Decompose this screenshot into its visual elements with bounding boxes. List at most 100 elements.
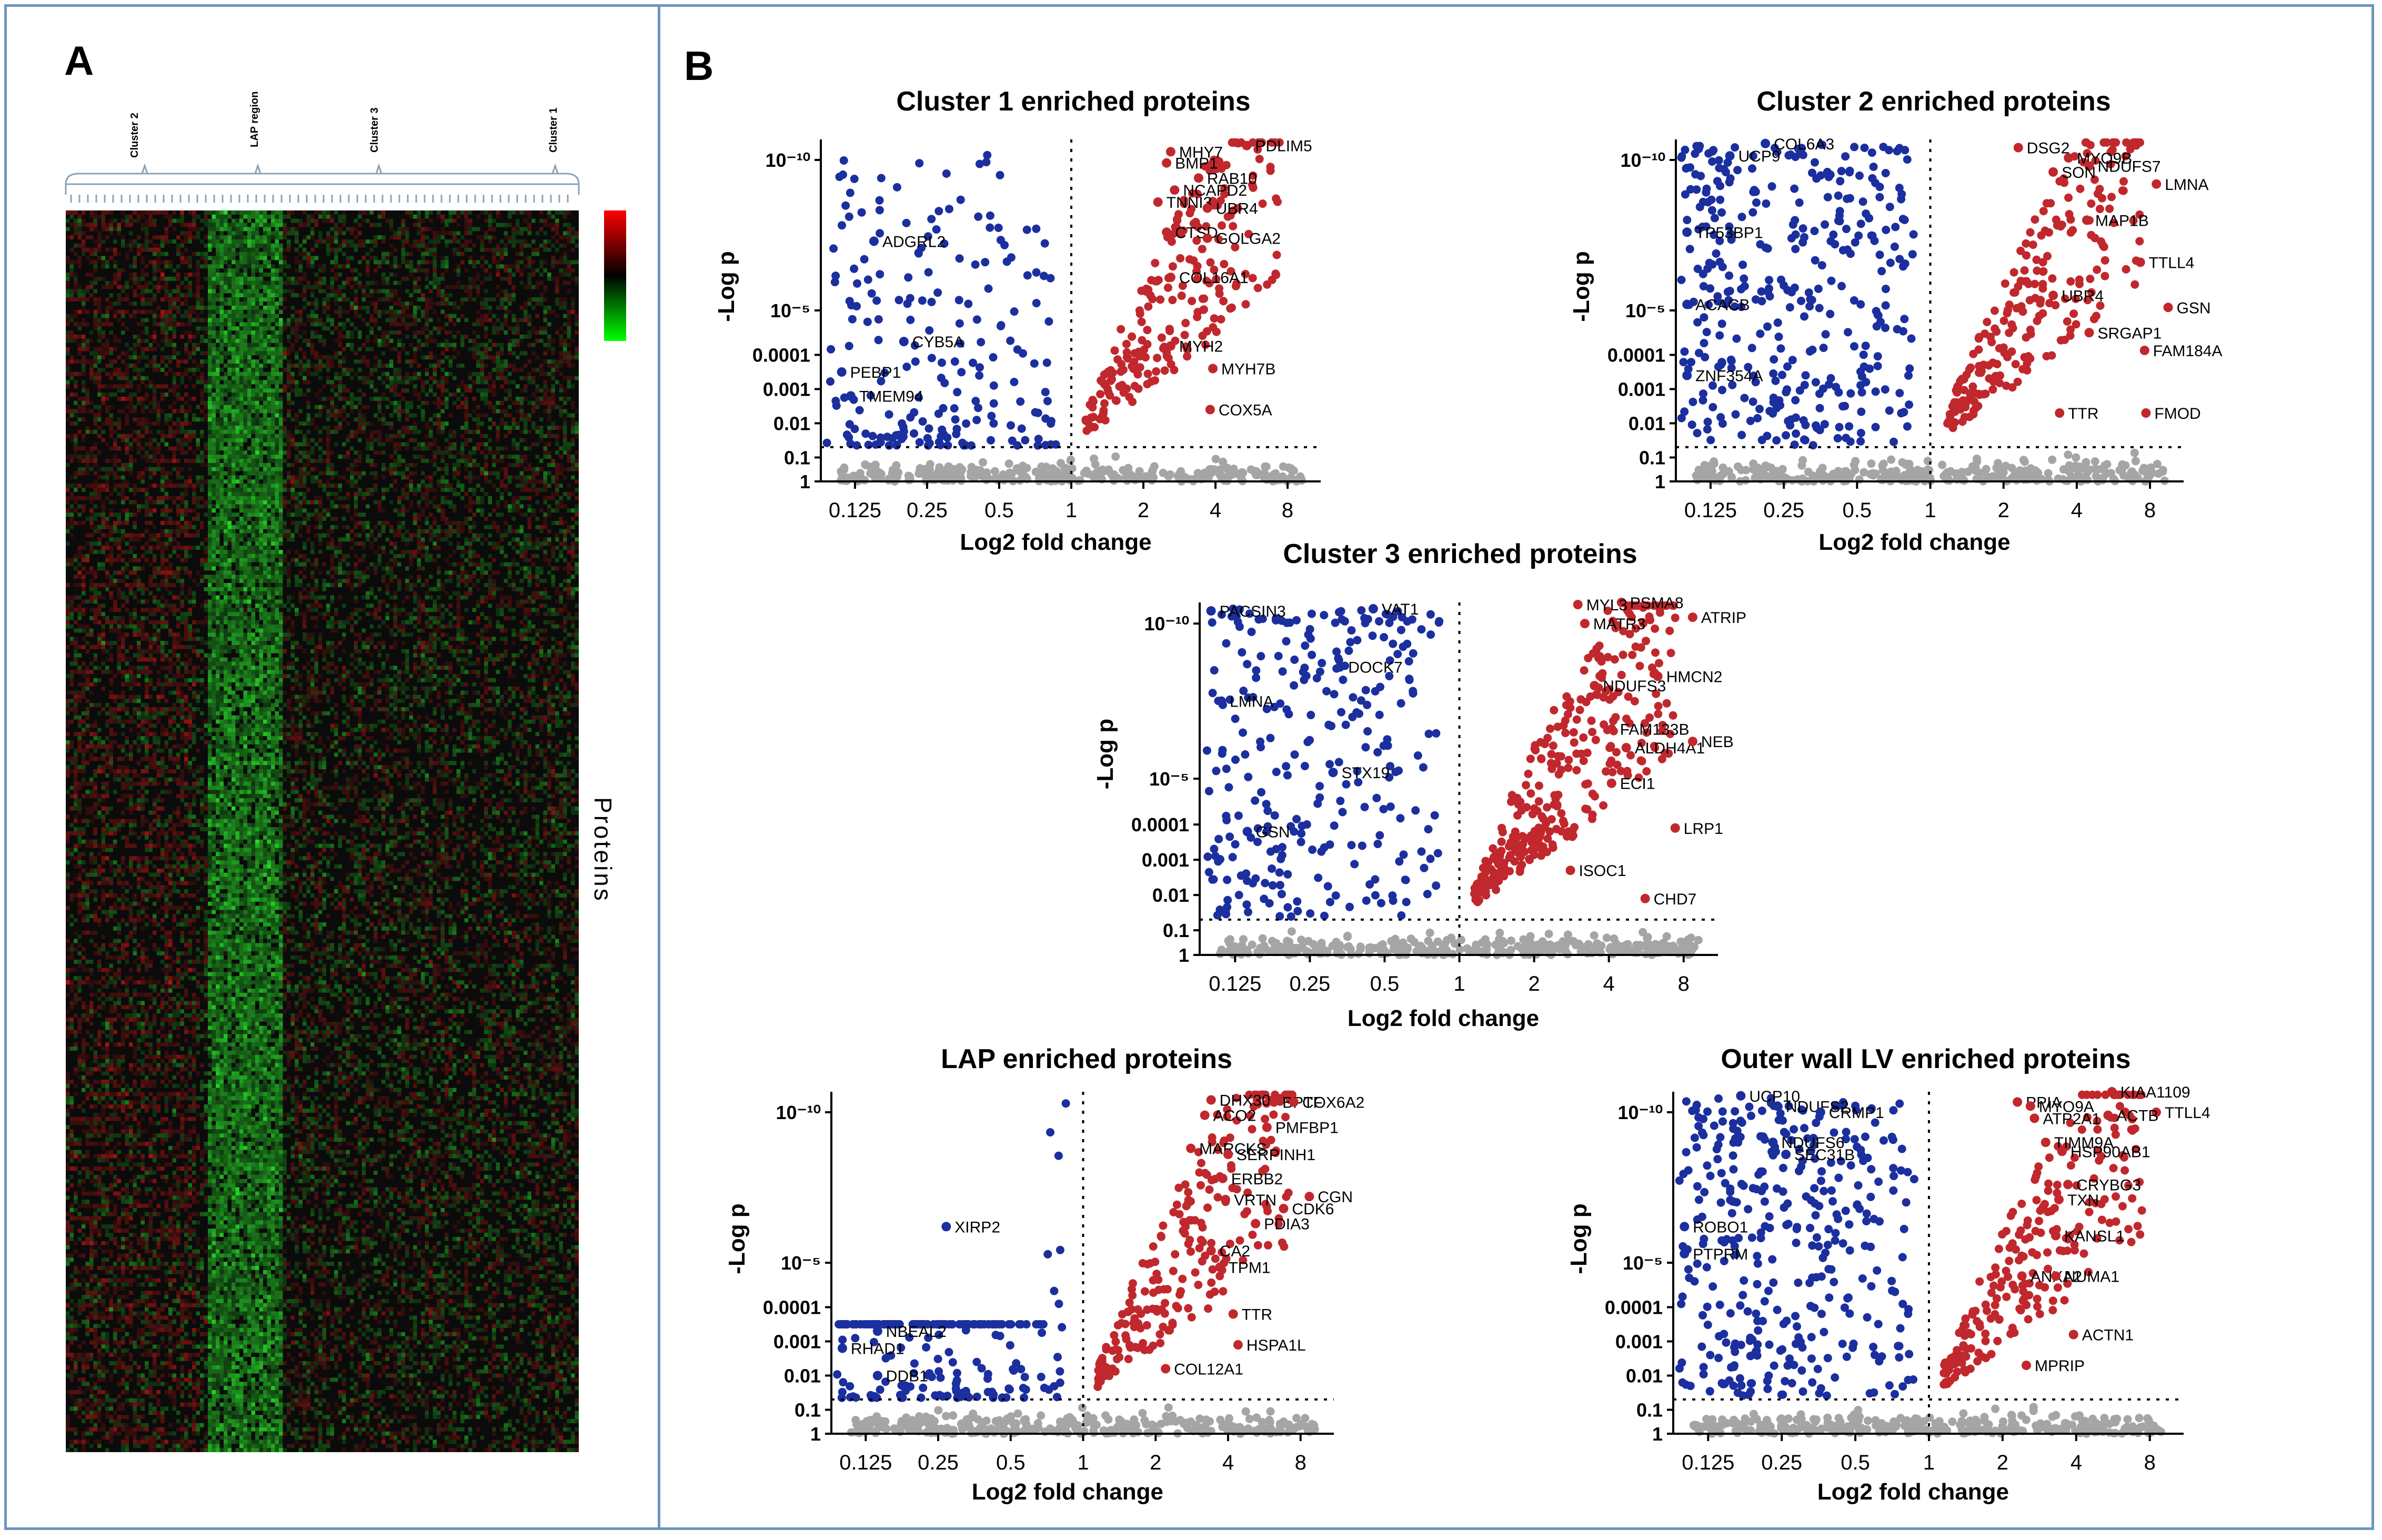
heatmap-cell xyxy=(366,359,370,364)
heatmap-cell xyxy=(208,467,212,471)
heatmap-cell xyxy=(168,434,173,438)
heatmap-cell xyxy=(307,285,311,289)
heatmap-cell xyxy=(97,405,102,409)
heatmap-cell xyxy=(70,215,74,219)
heatmap-cell xyxy=(318,264,323,268)
heatmap-cell xyxy=(109,446,114,450)
heatmap-cell xyxy=(429,434,433,438)
heatmap-cell xyxy=(267,322,272,326)
heatmap-cell xyxy=(492,314,496,318)
heatmap-cell xyxy=(504,471,508,476)
heatmap-cell xyxy=(413,388,417,392)
heatmap-cell xyxy=(173,297,177,301)
heatmap-cell xyxy=(125,244,129,248)
heatmap-cell xyxy=(378,339,382,343)
heatmap-cell xyxy=(97,215,102,219)
heatmap-cell xyxy=(236,479,240,484)
heatmap-cell xyxy=(121,488,125,492)
heatmap-cell xyxy=(468,372,473,376)
heatmap-cell xyxy=(370,421,374,426)
heatmap-cell xyxy=(212,397,216,401)
heatmap-cell xyxy=(157,364,161,368)
heatmap-cell xyxy=(465,430,469,434)
heatmap-cell xyxy=(441,484,445,488)
heatmap-cell xyxy=(271,438,275,442)
heatmap-cell xyxy=(401,492,406,496)
heatmap-cell xyxy=(457,223,461,227)
heatmap-cell xyxy=(346,310,350,314)
heatmap-cell xyxy=(255,231,259,235)
heatmap-cell xyxy=(338,414,343,418)
heatmap-cell xyxy=(86,426,90,430)
heatmap-cell xyxy=(78,409,82,414)
heatmap-cell xyxy=(504,244,508,248)
heatmap-cell xyxy=(145,347,149,351)
heatmap-cell xyxy=(425,434,429,438)
heatmap-cell xyxy=(105,392,109,397)
heatmap-cell xyxy=(188,421,193,426)
heatmap-cell xyxy=(318,496,323,500)
heatmap-cell xyxy=(239,380,244,385)
heatmap-cell xyxy=(279,351,283,356)
heatmap-cell xyxy=(224,227,228,231)
heatmap-cell xyxy=(338,488,343,492)
heatmap-cell xyxy=(141,347,145,351)
heatmap-cell xyxy=(228,347,232,351)
heatmap-cell xyxy=(476,372,480,376)
heatmap-cell xyxy=(358,335,362,339)
heatmap-cell xyxy=(480,322,485,326)
heatmap-cell xyxy=(176,293,180,297)
heatmap-cell xyxy=(453,463,457,467)
heatmap-cell xyxy=(287,281,291,285)
heatmap-cell xyxy=(559,273,564,277)
heatmap-cell xyxy=(559,455,564,459)
heatmap-cell xyxy=(362,430,366,434)
heatmap-cell xyxy=(105,421,109,426)
heatmap-cell xyxy=(141,330,145,335)
heatmap-cell xyxy=(441,231,445,235)
heatmap-cell xyxy=(559,359,564,364)
heatmap-cell xyxy=(389,438,394,442)
heatmap-cell xyxy=(86,463,90,467)
heatmap-cell xyxy=(141,446,145,450)
heatmap-cell xyxy=(563,347,567,351)
heatmap-cell xyxy=(524,364,528,368)
heatmap-cell xyxy=(180,405,185,409)
heatmap-cell xyxy=(173,239,177,244)
heatmap-cell xyxy=(168,223,173,227)
heatmap-cell xyxy=(271,330,275,335)
heatmap-cell xyxy=(453,314,457,318)
heatmap-cell xyxy=(524,430,528,434)
heatmap-cell xyxy=(405,409,409,414)
heatmap-cell xyxy=(283,484,287,488)
heatmap-cell xyxy=(157,306,161,310)
heatmap-cell xyxy=(224,421,228,426)
heatmap-cell xyxy=(374,414,378,418)
heatmap-cell xyxy=(244,301,248,306)
heatmap-cell xyxy=(307,364,311,368)
heatmap-cell xyxy=(216,239,220,244)
heatmap-cell xyxy=(520,227,524,231)
heatmap-cell xyxy=(488,215,493,219)
heatmap-cell xyxy=(571,231,575,235)
heatmap-cell xyxy=(307,256,311,260)
heatmap-cell xyxy=(539,430,544,434)
heatmap-cell xyxy=(168,446,173,450)
heatmap-cell xyxy=(244,235,248,239)
heatmap-cell xyxy=(78,430,82,434)
heatmap-cell xyxy=(354,397,358,401)
heatmap-cell xyxy=(512,231,516,235)
heatmap-cell xyxy=(216,244,220,248)
heatmap-cell xyxy=(567,210,571,215)
heatmap-cell xyxy=(74,455,78,459)
heatmap-cell xyxy=(149,430,153,434)
heatmap-cell xyxy=(366,335,370,339)
heatmap-cell xyxy=(295,492,299,496)
heatmap-cell xyxy=(299,372,303,376)
heatmap-cell xyxy=(362,492,366,496)
heatmap-cell xyxy=(551,227,556,231)
heatmap-cell xyxy=(536,492,540,496)
heatmap-cell xyxy=(168,471,173,476)
heatmap-cell xyxy=(232,219,236,223)
heatmap-cell xyxy=(66,364,70,368)
